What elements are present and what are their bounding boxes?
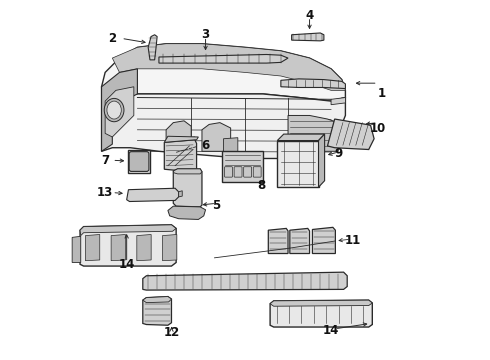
- Polygon shape: [270, 300, 372, 327]
- Text: 5: 5: [212, 199, 220, 212]
- Polygon shape: [111, 234, 125, 261]
- Polygon shape: [143, 297, 172, 303]
- Polygon shape: [85, 234, 100, 261]
- Text: 6: 6: [201, 139, 210, 152]
- Polygon shape: [101, 87, 345, 158]
- Polygon shape: [173, 169, 202, 174]
- FancyBboxPatch shape: [234, 167, 242, 177]
- Text: 7: 7: [101, 154, 109, 167]
- Text: 11: 11: [344, 234, 361, 247]
- Text: 14: 14: [323, 324, 339, 337]
- Polygon shape: [164, 140, 196, 172]
- Text: 3: 3: [201, 28, 210, 41]
- Polygon shape: [223, 138, 238, 153]
- Text: 10: 10: [369, 122, 386, 135]
- Polygon shape: [143, 297, 172, 325]
- Polygon shape: [164, 136, 198, 142]
- Polygon shape: [72, 236, 81, 262]
- FancyBboxPatch shape: [244, 167, 251, 177]
- Polygon shape: [112, 44, 345, 90]
- Polygon shape: [143, 272, 347, 290]
- Polygon shape: [313, 227, 335, 253]
- Polygon shape: [277, 140, 318, 187]
- Polygon shape: [105, 87, 134, 137]
- Polygon shape: [101, 44, 345, 101]
- Polygon shape: [292, 33, 324, 41]
- Polygon shape: [269, 228, 288, 253]
- Polygon shape: [179, 191, 182, 197]
- Polygon shape: [281, 79, 345, 89]
- FancyBboxPatch shape: [224, 167, 232, 177]
- Polygon shape: [168, 206, 205, 220]
- Polygon shape: [80, 225, 176, 266]
- Polygon shape: [166, 121, 191, 151]
- Polygon shape: [277, 134, 324, 140]
- Polygon shape: [148, 35, 157, 60]
- Polygon shape: [288, 116, 338, 151]
- Polygon shape: [163, 234, 177, 261]
- FancyBboxPatch shape: [253, 167, 261, 177]
- Polygon shape: [290, 228, 310, 253]
- Polygon shape: [270, 300, 372, 306]
- Text: 8: 8: [257, 179, 265, 192]
- Polygon shape: [221, 151, 263, 182]
- Polygon shape: [173, 169, 202, 207]
- Polygon shape: [137, 234, 151, 261]
- Ellipse shape: [107, 101, 122, 119]
- Polygon shape: [126, 188, 179, 202]
- Polygon shape: [202, 123, 231, 151]
- Polygon shape: [80, 225, 176, 235]
- Text: 2: 2: [108, 32, 117, 45]
- Text: 9: 9: [334, 147, 343, 159]
- Polygon shape: [331, 98, 345, 105]
- Text: 12: 12: [163, 326, 180, 339]
- Text: 14: 14: [119, 258, 135, 271]
- Text: 4: 4: [305, 9, 314, 22]
- Polygon shape: [128, 149, 150, 173]
- Ellipse shape: [104, 98, 124, 122]
- Polygon shape: [327, 119, 374, 149]
- Text: 13: 13: [97, 186, 113, 199]
- Polygon shape: [101, 69, 137, 151]
- Polygon shape: [318, 134, 324, 187]
- Text: 1: 1: [377, 87, 385, 100]
- FancyBboxPatch shape: [129, 152, 149, 171]
- Polygon shape: [159, 54, 288, 63]
- Polygon shape: [180, 137, 195, 153]
